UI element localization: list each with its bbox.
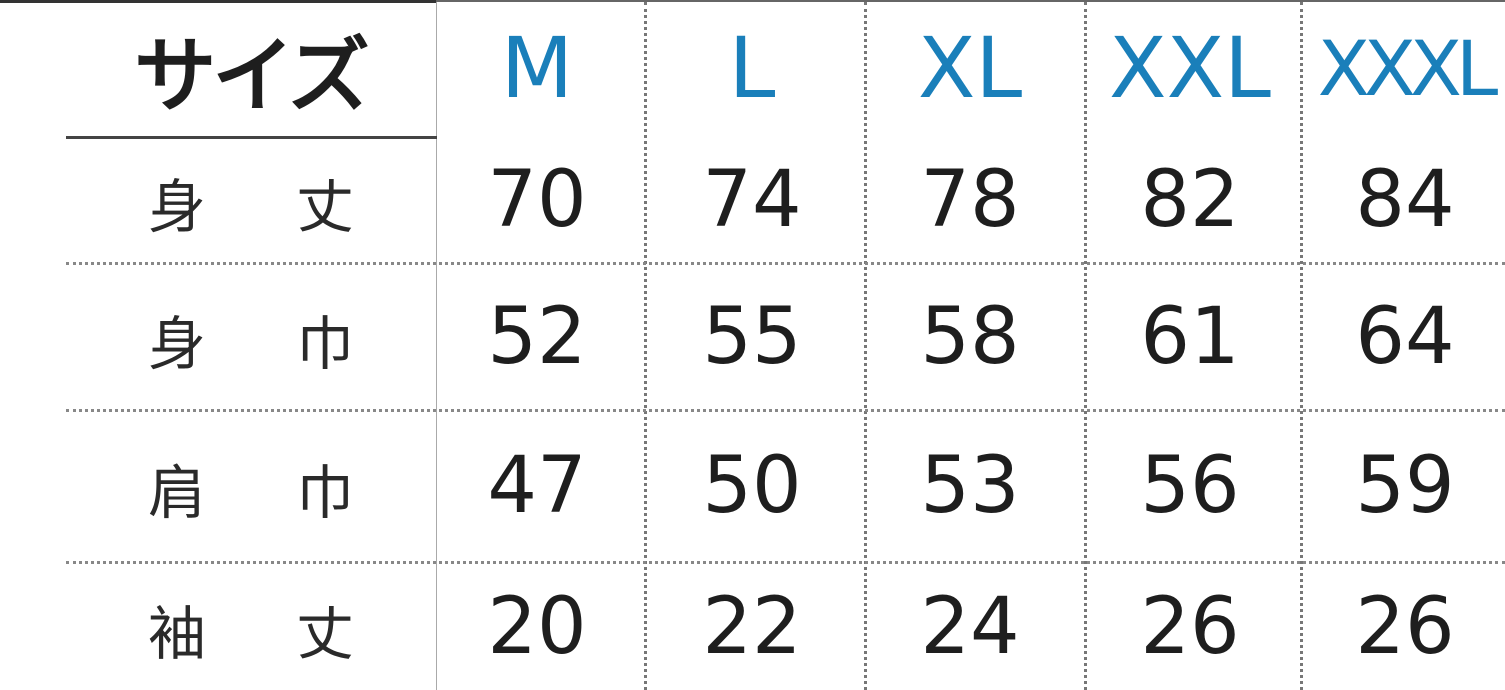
table-cell: 64 [1355,291,1455,382]
header-divider [66,136,437,139]
row-label-char: 巾 [295,459,354,527]
table-cell: 74 [702,155,802,245]
row-label-char: 肩 [147,459,206,527]
top-border [436,0,1505,2]
table-cell: 52 [487,291,587,382]
table-cell: 20 [487,581,587,672]
top-border [0,0,436,3]
table-cell: 56 [1140,441,1240,531]
column-divider [864,2,867,690]
table-cell: 26 [1140,581,1240,672]
table-cell: 47 [487,441,587,531]
size-header-l: L [728,19,776,117]
table-cell: 58 [920,291,1020,382]
row-label-char: 身 [147,173,206,241]
table-cell: 50 [702,441,802,531]
table-cell: 61 [1140,291,1240,382]
column-divider [1300,2,1303,690]
size-header-xxxl: XXXL [1317,23,1499,113]
size-header-m: M [500,19,574,117]
table-cell: 53 [920,441,1020,531]
table-cell: 55 [702,291,802,382]
table-cell: 59 [1355,441,1455,531]
size-header-xxl: XXL [1109,19,1271,117]
row-divider [66,409,1505,412]
column-divider [436,2,437,690]
table-cell: 70 [487,155,587,245]
row-label-char: 丈 [295,173,354,241]
row-label-char: 丈 [295,599,354,668]
size-header-xl: XL [917,19,1023,117]
row-label-char: 巾 [295,309,354,378]
row-divider [66,561,1505,564]
row-label-char: 身 [147,309,206,378]
row-label-char: 袖 [147,599,206,668]
table-cell: 82 [1140,155,1240,245]
size-header-label: サイズ [134,28,370,124]
column-divider [644,2,647,690]
table-cell: 22 [702,581,802,672]
table-cell: 84 [1355,155,1455,245]
table-cell: 24 [920,581,1020,672]
table-cell: 78 [920,155,1020,245]
row-divider [66,262,1505,265]
column-divider [1084,2,1087,690]
table-cell: 26 [1355,581,1455,672]
